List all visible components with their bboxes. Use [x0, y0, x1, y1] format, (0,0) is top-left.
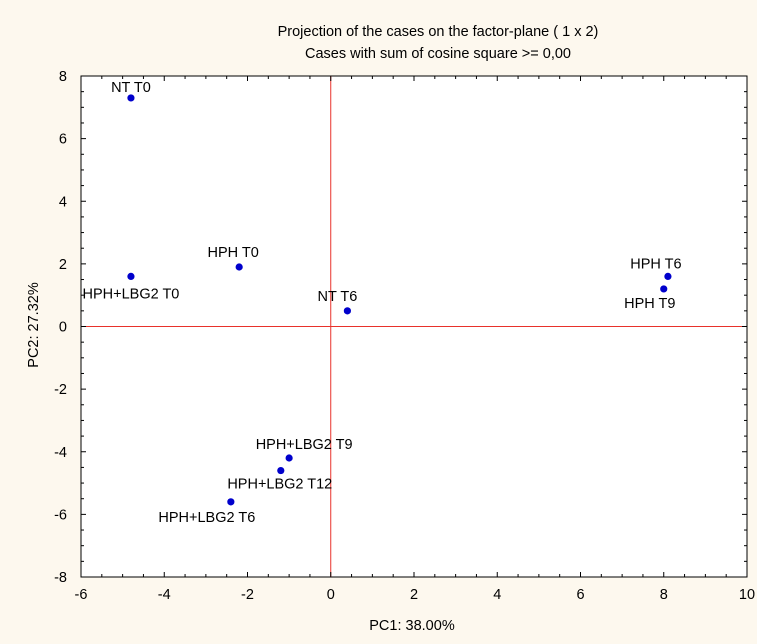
data-point — [660, 285, 668, 293]
data-point — [277, 466, 285, 475]
x-tick-label: 10 — [739, 587, 755, 603]
x-tick-label: 6 — [576, 587, 584, 603]
x-tick-label: -6 — [75, 587, 88, 603]
y-tick-label: -4 — [54, 445, 67, 461]
y-tick-label: 2 — [59, 257, 67, 273]
point-label: HPH+LBG2 T6 — [158, 510, 255, 526]
x-tick-label: 8 — [660, 587, 668, 603]
axis-ticks: -6 -4 -2 0 2 4 6 8 10 -8 -6 -4 -2 0 2 4 6 8 — [54, 69, 755, 603]
y-tick-label: 8 — [59, 69, 67, 85]
point-label: HPH T0 — [208, 245, 259, 261]
point-label: HPH T6 — [630, 256, 681, 272]
data-point — [235, 263, 243, 271]
point-label: NT T6 — [318, 289, 358, 305]
x-tick-label: 2 — [410, 587, 418, 603]
y-tick-label: 0 — [59, 320, 67, 336]
data-point — [127, 94, 135, 102]
data-point — [127, 272, 135, 280]
point-label: HPH+LBG2 T0 — [83, 286, 180, 302]
chart-title: Projection of the cases on the factor-pl… — [278, 24, 599, 40]
point-label: NT T0 — [111, 80, 151, 96]
y-axis-label: PC2: 27.32% — [26, 282, 42, 368]
data-point — [343, 307, 351, 315]
y-tick-label: -6 — [54, 507, 67, 523]
point-label: HPH T9 — [624, 296, 675, 312]
data-points: NT T0 HPH T0 HPH+LBG2 T0 NT T6 HPH T6 HPH T9 H… — [83, 80, 682, 526]
y-tick-label: 4 — [59, 194, 67, 210]
point-label: HPH+LBG2 T9 — [256, 437, 353, 453]
y-tick-label: -2 — [54, 382, 67, 398]
data-point — [227, 498, 235, 506]
data-point — [664, 272, 672, 280]
data-point — [285, 454, 293, 462]
chart-subtitle: Cases with sum of cosine square >= 0,00 — [305, 46, 571, 62]
x-tick-label: -4 — [158, 587, 171, 603]
x-tick-label: 4 — [493, 587, 501, 603]
y-tick-label: 6 — [59, 132, 67, 148]
x-tick-label: 0 — [327, 587, 335, 603]
y-tick-label: -8 — [54, 570, 67, 586]
reference-lines — [81, 76, 747, 577]
point-label: HPH+LBG2 T12 — [227, 477, 332, 493]
x-tick-label: -2 — [241, 587, 254, 603]
x-axis-label: PC1: 38.00% — [369, 618, 455, 634]
